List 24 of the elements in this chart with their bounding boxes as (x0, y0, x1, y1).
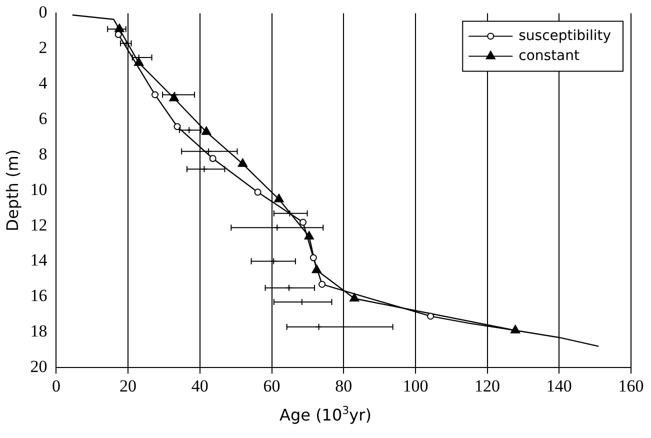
y-tick-label: 0 (38, 2, 48, 22)
y-tick-label: 4 (38, 74, 48, 93)
y-tick-label: 20 (30, 357, 48, 376)
y-tick-label: 18 (30, 322, 48, 341)
x-axis-title: Age (10$^{3}$yr) (278, 404, 372, 424)
x-tick-label: 120 (474, 376, 500, 396)
y-tick-label: 12 (30, 215, 48, 234)
x-tick-label: 60 (263, 376, 280, 396)
legend-label: susceptibility (518, 28, 612, 44)
y-tick-label: 6 (38, 108, 48, 128)
y-tick-label: 14 (30, 250, 48, 270)
y-tick-label: 10 (30, 180, 48, 199)
y-axis-title: Depth (m) (2, 149, 22, 232)
x-tick-label: 20 (120, 376, 137, 396)
y-tick-label: 2 (38, 38, 48, 58)
x-tick-label: 0 (52, 376, 60, 396)
legend-label: constant (518, 48, 580, 64)
x-tick-label: 40 (191, 376, 208, 396)
x-tick-label: 80 (335, 376, 352, 396)
x-tick-label: 140 (546, 376, 572, 396)
x-tick-label: 100 (402, 376, 428, 396)
y-tick-label: 8 (38, 144, 48, 164)
y-tick-label: 16 (30, 286, 48, 306)
x-tick-label: 160 (618, 376, 644, 396)
